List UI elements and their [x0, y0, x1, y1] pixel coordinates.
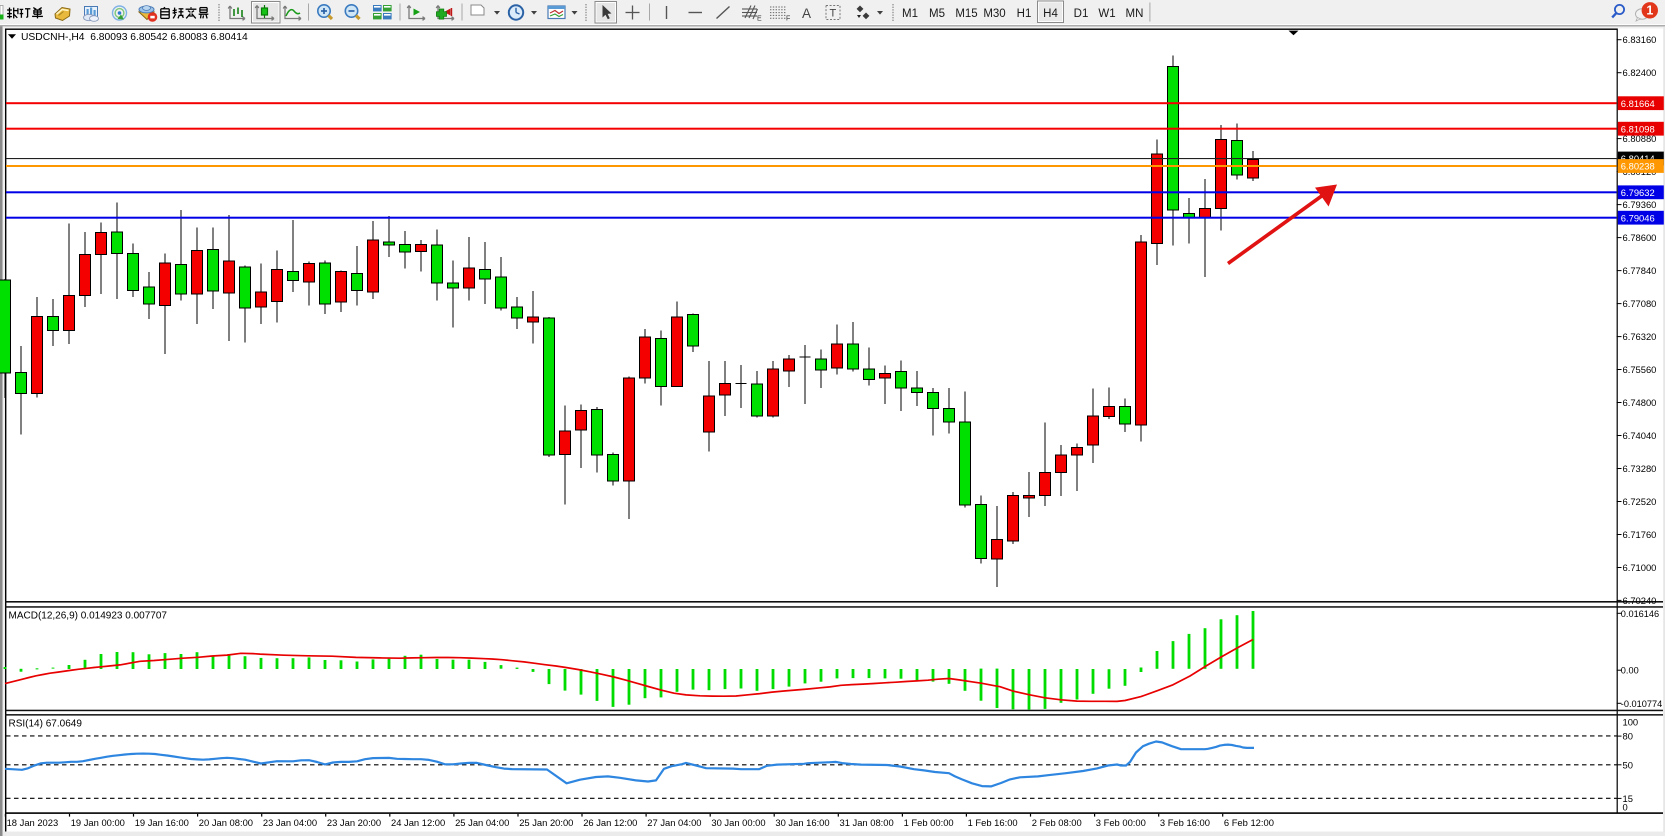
svg-text:24 Jan 12:00: 24 Jan 12:00	[391, 817, 445, 828]
svg-text:A: A	[802, 6, 811, 21]
svg-text:6.79632: 6.79632	[1621, 187, 1655, 198]
svg-text:18 Jan 2023: 18 Jan 2023	[7, 817, 59, 828]
svg-text:6.71760: 6.71760	[1623, 529, 1657, 540]
svg-text:3 Feb 16:00: 3 Feb 16:00	[1160, 817, 1210, 828]
svg-text:6.83160: 6.83160	[1623, 34, 1657, 45]
svg-text:M5: M5	[929, 8, 945, 20]
svg-text:D1: D1	[1074, 8, 1089, 20]
svg-text:6.74040: 6.74040	[1623, 430, 1657, 441]
svg-text:80: 80	[1623, 731, 1633, 742]
svg-text:RSI(14) 67.0649: RSI(14) 67.0649	[9, 719, 83, 730]
svg-text:50: 50	[1623, 759, 1633, 770]
svg-text:USDCNH-,H4 6.80093 6.80542 6.: USDCNH-,H4 6.80093 6.80542 6.80083 6.804…	[21, 32, 248, 43]
svg-text:3 Feb 00:00: 3 Feb 00:00	[1096, 817, 1146, 828]
svg-text:0.00: 0.00	[1621, 666, 1639, 676]
svg-text:M1: M1	[902, 8, 918, 20]
svg-text:6.72520: 6.72520	[1623, 496, 1657, 507]
svg-text:100: 100	[1623, 717, 1639, 728]
svg-text:6.81664: 6.81664	[1621, 98, 1655, 109]
svg-text:1: 1	[1646, 4, 1653, 18]
svg-text:26 Jan 12:00: 26 Jan 12:00	[583, 817, 637, 828]
svg-text:20 Jan 08:00: 20 Jan 08:00	[199, 817, 253, 828]
svg-text:6.75560: 6.75560	[1623, 364, 1657, 375]
svg-text:6.81098: 6.81098	[1621, 123, 1655, 134]
svg-text:T: T	[830, 8, 837, 20]
svg-text:6.80238: 6.80238	[1621, 161, 1655, 172]
svg-text:19 Jan 00:00: 19 Jan 00:00	[71, 817, 125, 828]
svg-text:H1: H1	[1017, 8, 1032, 20]
svg-text:6.80880: 6.80880	[1623, 133, 1657, 144]
svg-text:H4: H4	[1043, 8, 1058, 20]
svg-text:MACD(12,26,9) 0.014923 0.00770: MACD(12,26,9) 0.014923 0.007707	[9, 611, 168, 622]
svg-text:0: 0	[1623, 802, 1628, 813]
svg-text:1 Feb 16:00: 1 Feb 16:00	[968, 817, 1018, 828]
svg-text:6.80414: 6.80414	[1621, 153, 1655, 164]
svg-text:0.016146: 0.016146	[1621, 609, 1659, 619]
svg-text:27 Jan 04:00: 27 Jan 04:00	[647, 817, 701, 828]
svg-text:F: F	[786, 16, 790, 23]
svg-text:30 Jan 00:00: 30 Jan 00:00	[711, 817, 765, 828]
svg-text:6.78600: 6.78600	[1623, 232, 1657, 243]
svg-text:19 Jan 16:00: 19 Jan 16:00	[135, 817, 189, 828]
svg-text:25 Jan 04:00: 25 Jan 04:00	[455, 817, 509, 828]
svg-text:23 Jan 20:00: 23 Jan 20:00	[327, 817, 381, 828]
svg-text:6.71000: 6.71000	[1623, 562, 1657, 573]
svg-text:6.77840: 6.77840	[1623, 265, 1657, 276]
svg-text:23 Jan 04:00: 23 Jan 04:00	[263, 817, 317, 828]
svg-text:6.79360: 6.79360	[1623, 199, 1657, 210]
svg-text:6.77080: 6.77080	[1623, 298, 1657, 309]
svg-text:6.76320: 6.76320	[1623, 331, 1657, 342]
svg-text:M30: M30	[983, 8, 1005, 20]
svg-text:30 Jan 16:00: 30 Jan 16:00	[775, 817, 829, 828]
svg-text:6.73280: 6.73280	[1623, 463, 1657, 474]
svg-text:6.70240: 6.70240	[1623, 595, 1657, 606]
svg-text:15: 15	[1623, 793, 1633, 804]
svg-text:6.79046: 6.79046	[1621, 212, 1655, 223]
svg-text:6 Feb 12:00: 6 Feb 12:00	[1224, 817, 1274, 828]
svg-text:6.74800: 6.74800	[1623, 397, 1657, 408]
svg-text:25 Jan 20:00: 25 Jan 20:00	[519, 817, 573, 828]
svg-text:M15: M15	[955, 8, 977, 20]
svg-text:E: E	[757, 16, 762, 23]
svg-text:31 Jan 08:00: 31 Jan 08:00	[840, 817, 894, 828]
svg-text:1 Feb 00:00: 1 Feb 00:00	[904, 817, 954, 828]
svg-text:MN: MN	[1126, 8, 1144, 20]
svg-text:2 Feb 08:00: 2 Feb 08:00	[1032, 817, 1082, 828]
svg-text:6.82400: 6.82400	[1623, 67, 1657, 78]
svg-text:-0.010774: -0.010774	[1621, 699, 1662, 709]
svg-text:W1: W1	[1098, 8, 1115, 20]
